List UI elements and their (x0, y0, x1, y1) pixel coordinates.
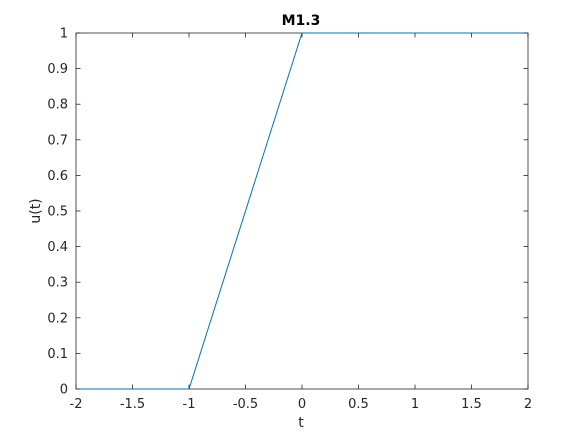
y-tick-label: 0 (60, 383, 68, 398)
x-tick-label: -0.5 (233, 397, 258, 412)
y-tick-label: 0.1 (47, 347, 68, 362)
x-tick-label: -1.5 (120, 397, 145, 412)
chart-title: M1.3 (282, 13, 321, 29)
x-tick-label: 0.5 (348, 397, 369, 412)
y-tick-label: 0.2 (47, 311, 68, 326)
x-tick-label: 1 (411, 397, 419, 412)
y-tick-label: 1 (60, 27, 68, 42)
plot-area (75, 32, 529, 390)
tick-labels-layer: -2 -1.5 -1 -0.5 0 0.5 1 1.5 2 0 0.1 0.2 0.3 0.4 0.5 0.6… (47, 27, 532, 413)
x-axis-title: t (298, 415, 304, 431)
y-tick-label: 0.7 (47, 133, 68, 148)
y-tick-label: 0.9 (47, 62, 68, 77)
y-axis-title: u(t) (28, 198, 44, 223)
x-tick-label: -2 (70, 397, 83, 412)
x-tick-label: 2 (524, 397, 532, 412)
axes-box (75, 32, 529, 390)
x-tick-label: 0 (298, 397, 306, 412)
y-tick-label: 0.3 (47, 276, 68, 291)
y-tick-label: 0.8 (47, 98, 68, 113)
x-tick-label: -1 (183, 397, 196, 412)
y-tick-label: 0.6 (47, 169, 68, 184)
y-tick-label: 0.4 (47, 240, 68, 255)
y-tick-label: 0.5 (47, 205, 68, 220)
x-tick-label: 1.5 (461, 397, 482, 412)
ticks-layer (75, 32, 529, 390)
